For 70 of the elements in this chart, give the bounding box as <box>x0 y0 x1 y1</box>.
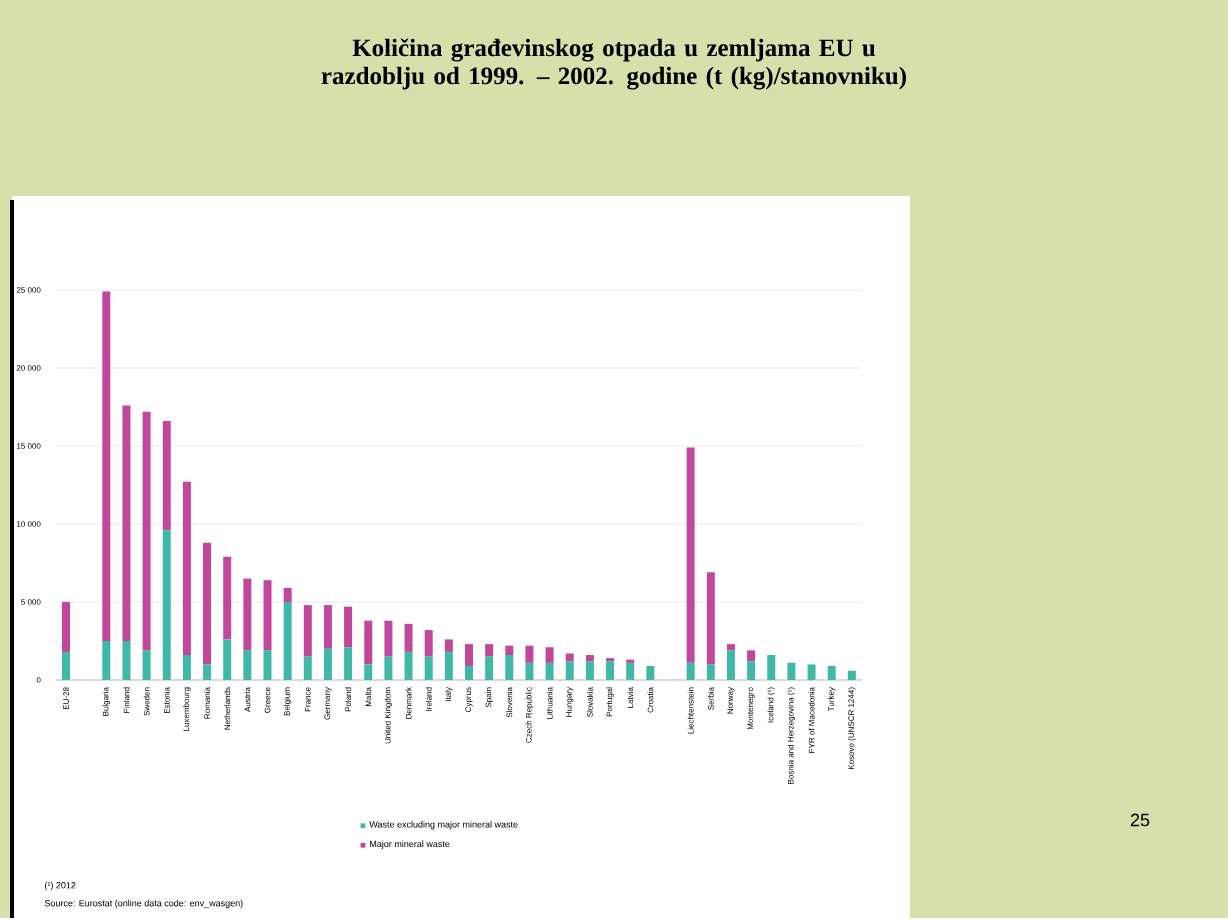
bar <box>686 447 695 663</box>
bar <box>283 601 292 680</box>
bar <box>404 651 413 680</box>
bar <box>263 580 272 651</box>
bar <box>424 630 433 657</box>
bar <box>182 655 191 680</box>
bar <box>182 481 191 656</box>
bar <box>243 578 252 651</box>
bar <box>747 661 756 680</box>
bar <box>243 650 252 680</box>
bar <box>384 656 393 680</box>
bar <box>283 587 292 602</box>
bar <box>525 645 534 663</box>
bar <box>364 664 373 680</box>
bar <box>122 640 131 680</box>
bar <box>424 656 433 680</box>
bar <box>142 650 151 680</box>
bar <box>505 645 514 656</box>
bar <box>787 662 796 680</box>
bar <box>102 291 111 641</box>
bar <box>485 656 494 680</box>
text: 25 <box>1130 813 1150 827</box>
bar <box>646 665 655 680</box>
bar <box>384 620 393 657</box>
bar <box>364 620 373 665</box>
bar <box>726 650 735 680</box>
bar <box>827 665 836 680</box>
bar <box>444 651 453 680</box>
bar <box>102 640 111 680</box>
bar <box>162 421 171 531</box>
bar <box>747 650 756 662</box>
bar <box>565 661 574 680</box>
bar <box>545 647 554 663</box>
bar <box>263 650 272 680</box>
bar <box>203 664 212 680</box>
bar <box>545 662 554 680</box>
bar <box>606 661 615 680</box>
bar <box>323 648 332 680</box>
bar <box>585 655 594 662</box>
bar <box>706 664 715 680</box>
bar <box>62 601 71 652</box>
bar <box>585 661 594 680</box>
chart-title: Količina građevinskog otpada u zemljama EU u razdoblju od 1999. – 2002. godine (t (kg)/stanovniku) <box>321 38 906 90</box>
bar <box>444 639 453 652</box>
bar <box>847 670 856 680</box>
bar <box>807 664 816 680</box>
bar <box>122 405 131 641</box>
bar <box>565 653 574 662</box>
bar <box>62 651 71 680</box>
bar <box>525 662 534 680</box>
bar <box>203 542 212 665</box>
bar <box>344 606 353 648</box>
bar <box>344 647 353 680</box>
bar <box>223 556 232 640</box>
bar <box>686 662 695 680</box>
bar <box>303 656 312 680</box>
bar <box>726 644 735 651</box>
bar <box>706 572 715 665</box>
bar <box>465 644 473 666</box>
bar <box>505 655 514 680</box>
bar <box>465 665 473 680</box>
bar <box>323 605 332 649</box>
bar <box>404 623 413 652</box>
bar <box>767 655 776 680</box>
bar <box>303 605 312 657</box>
bar <box>162 530 171 680</box>
bar <box>485 644 494 657</box>
bar <box>626 662 635 680</box>
bar <box>142 411 151 651</box>
bar <box>223 639 232 680</box>
